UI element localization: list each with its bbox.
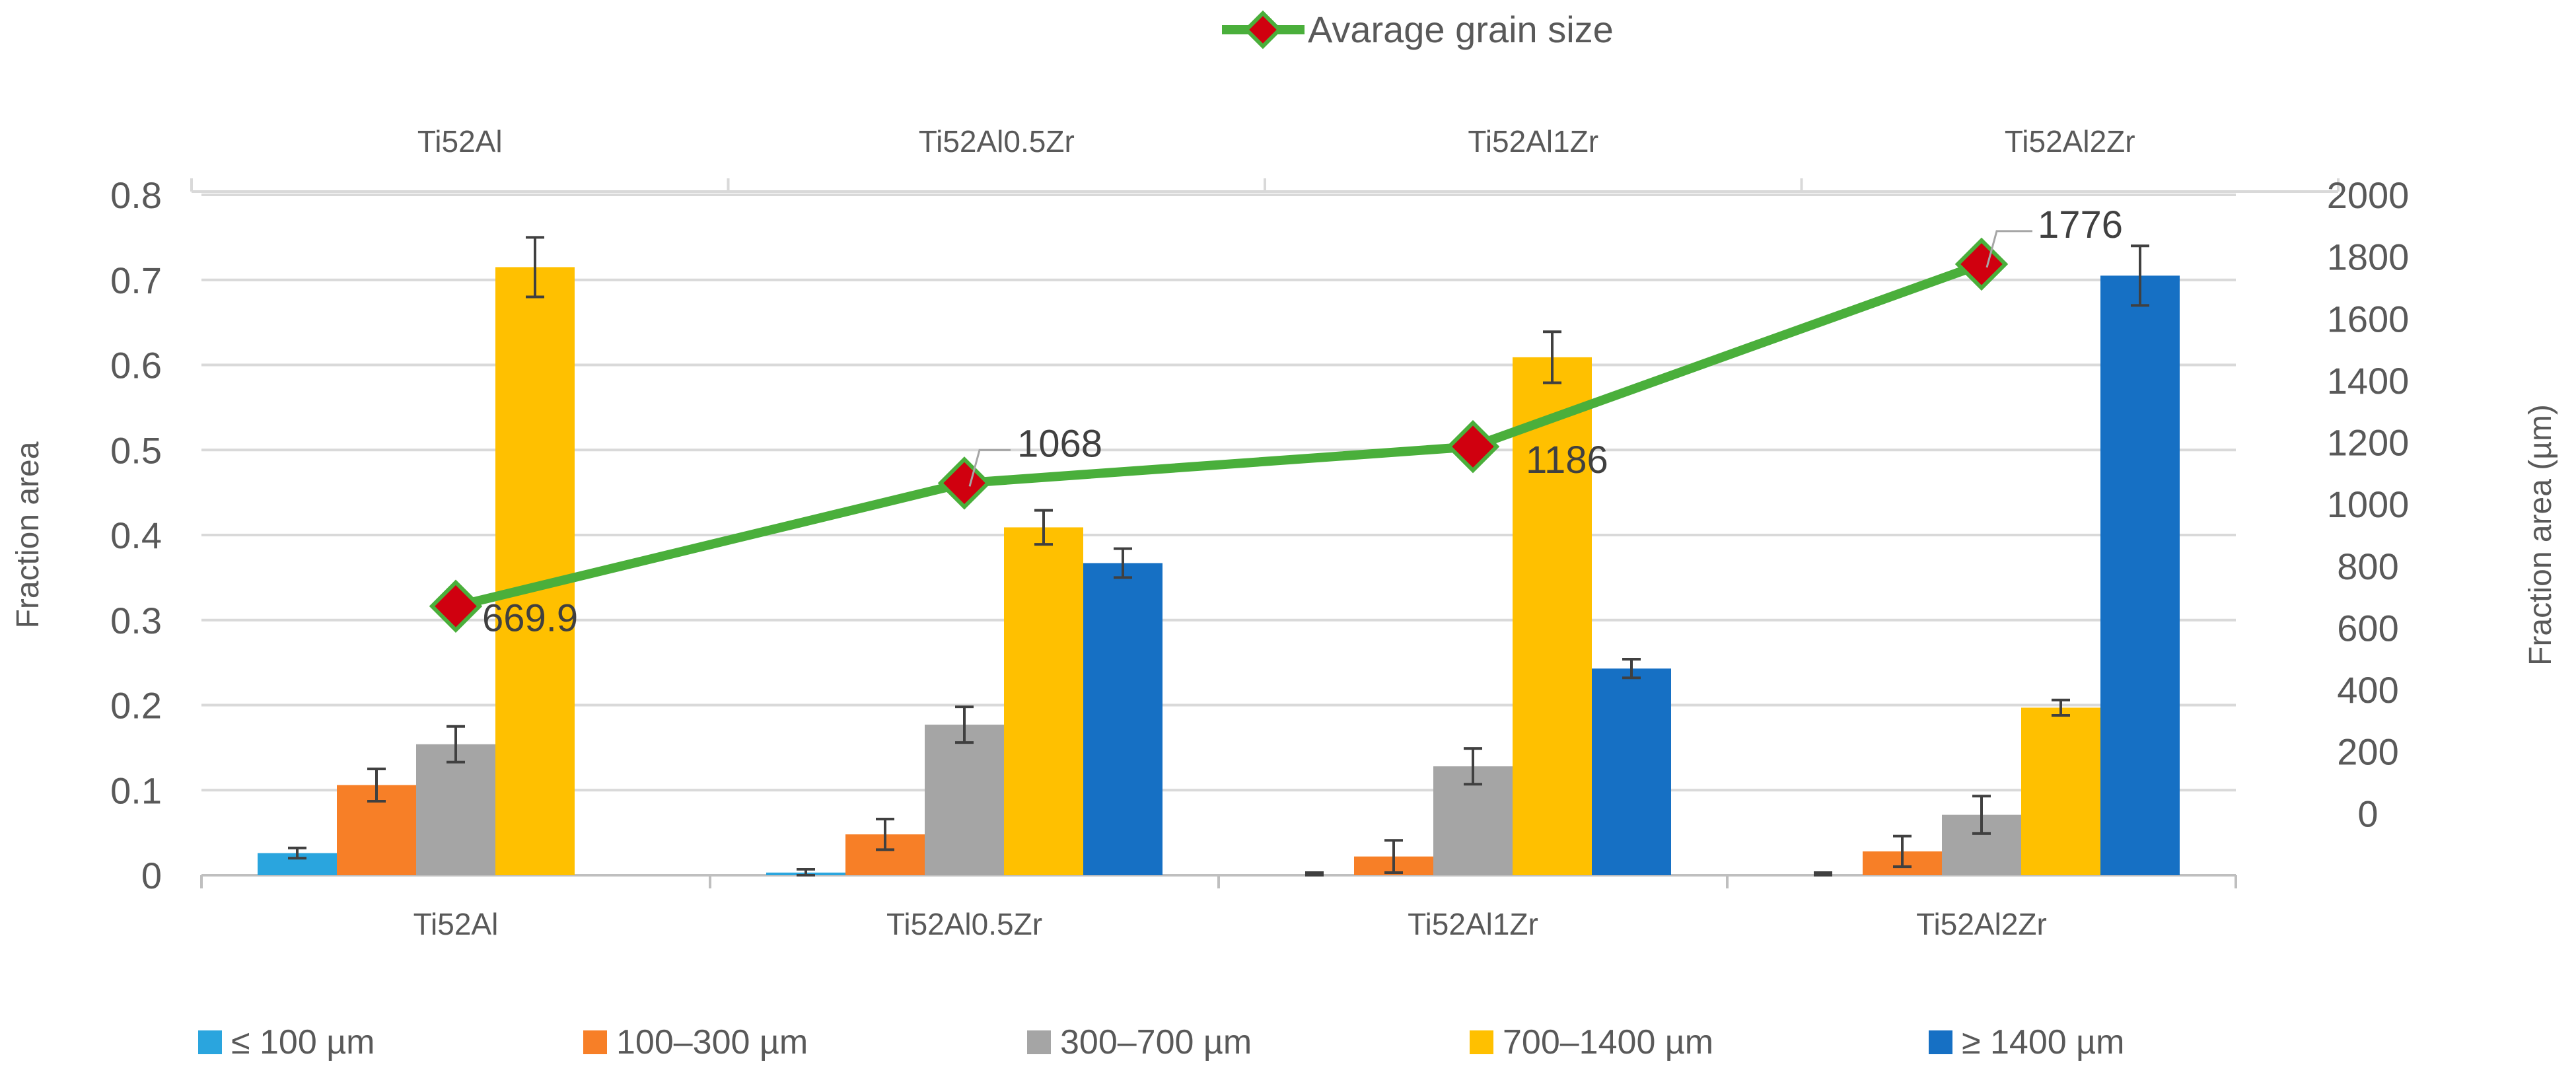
y2-tick-label: 1600 bbox=[2327, 298, 2410, 340]
y-tick-label: 0.2 bbox=[110, 685, 162, 727]
data-label-leader bbox=[968, 448, 1011, 487]
legend-swatch bbox=[1929, 1030, 1952, 1054]
y2-tick-label: 400 bbox=[2337, 669, 2398, 711]
grain-size-marker bbox=[1954, 237, 2009, 291]
top-tick-label: Ti52Al1Zr bbox=[1468, 124, 1598, 159]
y2-tick-label: 1200 bbox=[2327, 422, 2410, 464]
legend-swatch bbox=[1470, 1030, 1493, 1054]
bar bbox=[1083, 563, 1163, 875]
y2-tick-label: 800 bbox=[2337, 546, 2398, 587]
grain-size-marker bbox=[1446, 419, 1500, 474]
legend-label: 300–700 µm bbox=[1060, 1023, 1252, 1061]
legend-label: ≥ 1400 µm bbox=[1962, 1023, 2124, 1061]
y-axis-title: Fraction area bbox=[11, 441, 46, 628]
y2-tick-label: 600 bbox=[2337, 607, 2398, 649]
y-tick-label: 0.8 bbox=[110, 174, 162, 216]
bar bbox=[495, 267, 575, 875]
bar bbox=[2021, 707, 2100, 875]
y2-tick-label: 1000 bbox=[2327, 484, 2410, 525]
y2-axis-title: Fraction area (µm) bbox=[2523, 404, 2558, 666]
grain-size-line bbox=[454, 260, 1984, 611]
grain-size-marker bbox=[937, 456, 991, 510]
y-tick-label: 0 bbox=[141, 855, 162, 896]
top-tick-label: Ti52Al2Zr bbox=[2005, 124, 2135, 159]
bars bbox=[258, 236, 2180, 877]
y2-tick-label: 1800 bbox=[2327, 236, 2410, 278]
y-tick-label: 0.5 bbox=[110, 429, 162, 471]
legend-swatch bbox=[1027, 1030, 1051, 1054]
data-label-leader bbox=[1986, 230, 2032, 268]
legend-swatch bbox=[198, 1030, 222, 1054]
bar bbox=[1592, 668, 1671, 875]
y-tick-label: 0.1 bbox=[110, 770, 162, 811]
legend-label: 700–1400 µm bbox=[1503, 1023, 1713, 1061]
y-tick-label: 0.3 bbox=[110, 600, 162, 641]
legend-label: Avarage grain size bbox=[1308, 9, 1614, 50]
labels: 0 0.1 0.2 0.3 0.4 0.5 0.6 0.7 0.8 0 200 400 600 800 10… bbox=[11, 124, 2558, 941]
top-tick-label: Ti52Al bbox=[417, 124, 503, 159]
x-tick-label: Ti52Al0.5Zr bbox=[886, 907, 1042, 941]
data-label: 1776 bbox=[2038, 203, 2123, 246]
y2-tick-label: 2000 bbox=[2327, 174, 2410, 216]
legend-label: 100–300 µm bbox=[616, 1023, 808, 1061]
x-tick-label: Ti52Al1Zr bbox=[1408, 907, 1538, 941]
legend-marker-swatch bbox=[1243, 10, 1283, 50]
top-tick-label: Ti52Al0.5Zr bbox=[919, 124, 1075, 159]
y2-tick-label: 1400 bbox=[2327, 360, 2410, 402]
data-label: 1186 bbox=[1526, 439, 1608, 482]
x-tick-label: Ti52Al bbox=[413, 907, 499, 941]
data-label: 1068 bbox=[1017, 422, 1102, 465]
y-tick-label: 0.4 bbox=[110, 515, 162, 556]
y2-tick-label: 0 bbox=[2357, 793, 2378, 834]
y-tick-label: 0.7 bbox=[110, 260, 162, 301]
bar bbox=[416, 744, 495, 875]
bar bbox=[1004, 527, 1083, 875]
bar bbox=[1513, 357, 1592, 875]
legend: Avarage grain size ≤ 100 µm 100–300 µm 300–… bbox=[198, 9, 2124, 1061]
x-tick-label: Ti52Al2Zr bbox=[1916, 907, 2047, 941]
data-label: 669.9 bbox=[482, 597, 578, 640]
y-tick-label: 0.6 bbox=[110, 345, 162, 386]
legend-swatch bbox=[583, 1030, 607, 1054]
line-series bbox=[429, 237, 2009, 633]
grain-size-marker bbox=[429, 579, 483, 633]
bar bbox=[925, 725, 1004, 875]
bar bbox=[2100, 275, 2180, 875]
legend-label: ≤ 100 µm bbox=[231, 1023, 375, 1061]
y2-tick-label: 200 bbox=[2337, 731, 2398, 773]
